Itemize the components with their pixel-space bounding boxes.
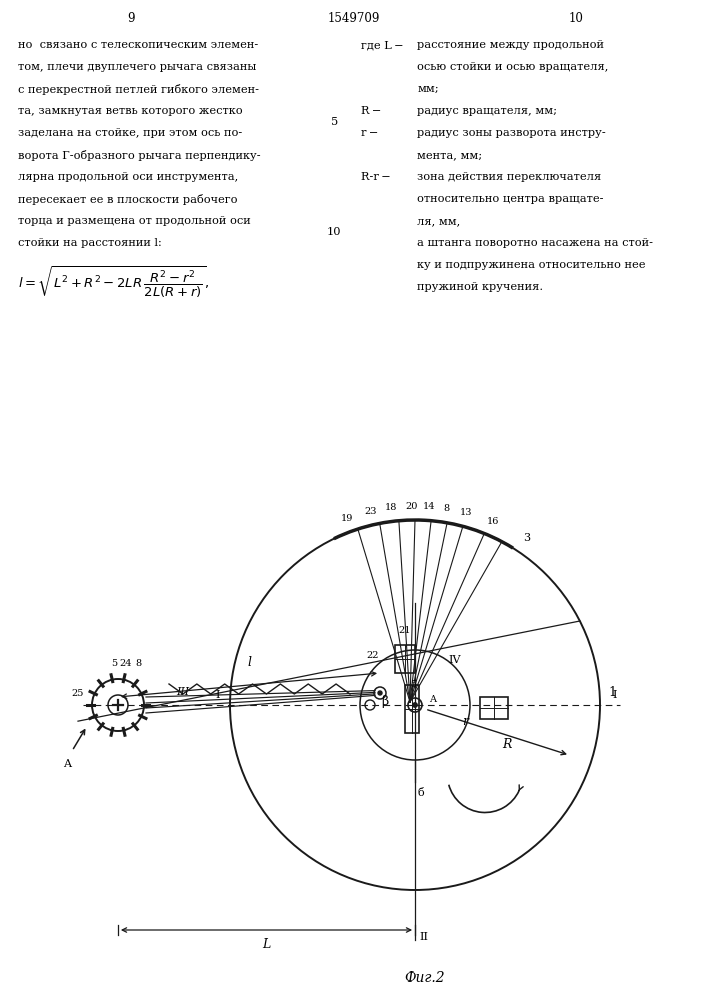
- Text: 8: 8: [443, 504, 449, 513]
- Text: 16: 16: [486, 517, 499, 526]
- Bar: [405, 685, 419, 733]
- Bar: [480, 697, 508, 719]
- Text: мента, мм;: мента, мм;: [417, 150, 482, 160]
- Text: зона действия переключателя: зона действия переключателя: [417, 172, 602, 182]
- Text: торца и размещена от продольной оси: торца и размещена от продольной оси: [18, 216, 251, 226]
- Text: R-r −: R-r −: [361, 172, 390, 182]
- Text: стойки на расстоянии l:: стойки на расстоянии l:: [18, 238, 162, 248]
- Text: но  связано с телескопическим элемен-: но связано с телескопическим элемен-: [18, 40, 258, 50]
- Text: где L −: где L −: [361, 40, 403, 50]
- Text: R −: R −: [361, 106, 381, 116]
- Text: расстояние между продольной: расстояние между продольной: [417, 40, 604, 50]
- Text: r −: r −: [361, 128, 378, 138]
- Text: 1: 1: [608, 686, 616, 700]
- Text: L: L: [262, 938, 271, 951]
- Circle shape: [378, 691, 382, 695]
- Text: 9: 9: [127, 12, 134, 25]
- Text: радиус зоны разворота инстру-: радиус зоны разворота инстру-: [417, 128, 606, 138]
- Text: 23: 23: [364, 507, 377, 516]
- Text: пересекает ее в плоскости рабочего: пересекает ее в плоскости рабочего: [18, 194, 238, 205]
- Text: A: A: [63, 759, 71, 769]
- Text: 18: 18: [385, 503, 397, 512]
- Text: 20: 20: [405, 502, 418, 511]
- Text: радиус вращателя, мм;: радиус вращателя, мм;: [417, 106, 557, 116]
- Text: l: l: [247, 656, 251, 669]
- Text: III: III: [177, 687, 189, 697]
- Text: 3: 3: [523, 533, 530, 543]
- Text: пружиной кручения.: пружиной кручения.: [417, 282, 543, 292]
- Text: I: I: [612, 690, 617, 700]
- Text: заделана на стойке, при этом ось по-: заделана на стойке, при этом ось по-: [18, 128, 243, 138]
- Text: 10: 10: [327, 227, 341, 237]
- Text: 24: 24: [119, 658, 132, 668]
- Text: а штанга поворотно насажена на стой-: а штанга поворотно насажена на стой-: [417, 238, 653, 248]
- Text: II: II: [419, 932, 428, 942]
- Text: 8: 8: [135, 658, 141, 668]
- Text: 21: 21: [399, 626, 411, 635]
- Text: лярна продольной оси инструмента,: лярна продольной оси инструмента,: [18, 172, 238, 182]
- Text: относительно центра вращате-: относительно центра вращате-: [417, 194, 604, 204]
- Text: мм;: мм;: [417, 84, 439, 94]
- Text: IV: IV: [449, 655, 461, 665]
- Text: 5: 5: [410, 680, 416, 689]
- Bar: [395, 645, 415, 673]
- Text: ля, мм,: ля, мм,: [417, 216, 460, 226]
- Text: осью стойки и осью вращателя,: осью стойки и осью вращателя,: [417, 62, 609, 72]
- Text: 19: 19: [341, 514, 353, 523]
- Text: Фиг.2: Фиг.2: [404, 971, 445, 985]
- Text: 5: 5: [331, 117, 338, 127]
- Text: б: б: [418, 788, 425, 798]
- Text: 25: 25: [72, 688, 84, 698]
- Text: ку и подпружинена относительно нее: ку и подпружинена относительно нее: [417, 260, 645, 270]
- Text: 5: 5: [111, 658, 117, 668]
- Text: 13: 13: [460, 508, 473, 517]
- Text: та, замкнутая ветвь которого жестко: та, замкнутая ветвь которого жестко: [18, 106, 243, 116]
- Text: I: I: [216, 690, 220, 700]
- Text: с перекрестной петлей гибкого элемен-: с перекрестной петлей гибкого элемен-: [18, 84, 259, 95]
- Text: 14: 14: [423, 502, 435, 511]
- Text: A: A: [429, 696, 436, 704]
- Text: R: R: [502, 738, 511, 751]
- Text: том, плечи двуплечего рычага связаны: том, плечи двуплечего рычага связаны: [18, 62, 257, 72]
- Text: 10: 10: [568, 12, 584, 25]
- Circle shape: [413, 703, 417, 707]
- Text: $l=\sqrt{L^2+R^2-2LR\,\dfrac{R^2-r^2}{2L(R+r)}},$: $l=\sqrt{L^2+R^2-2LR\,\dfrac{R^2-r^2}{2L…: [18, 264, 209, 300]
- Text: 1549709: 1549709: [327, 12, 380, 25]
- Text: ворота Г-образного рычага перпендику-: ворота Г-образного рычага перпендику-: [18, 150, 261, 161]
- Text: r: r: [462, 715, 468, 728]
- Text: 22: 22: [367, 650, 379, 660]
- Text: β: β: [381, 694, 389, 708]
